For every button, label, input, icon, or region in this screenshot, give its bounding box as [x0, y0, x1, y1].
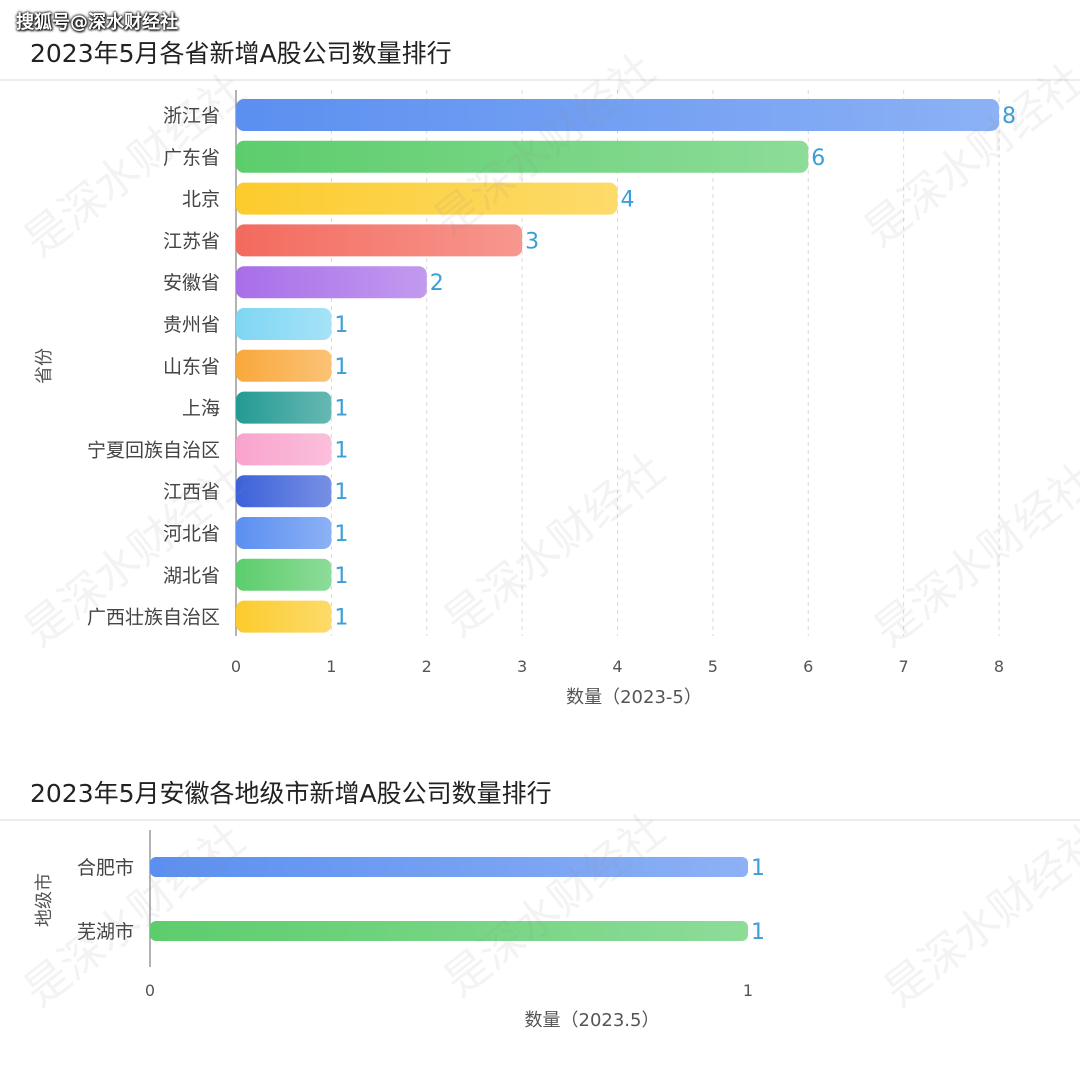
bar — [150, 921, 748, 941]
category-label: 江苏省 — [163, 230, 220, 252]
x-axis-title: 数量（2023.5） — [525, 1010, 660, 1031]
category-label: 广西壮族自治区 — [87, 607, 220, 629]
value-label: 1 — [751, 856, 765, 881]
bar — [236, 600, 332, 633]
category-label: 安徽省 — [163, 272, 220, 294]
value-label: 1 — [334, 397, 348, 422]
category-label: 北京 — [182, 189, 220, 211]
bar — [236, 349, 332, 382]
y-axis-title: 地级市 — [34, 873, 55, 927]
x-tick-label: 2 — [422, 657, 432, 676]
bar — [150, 857, 748, 877]
value-label: 1 — [334, 313, 348, 338]
value-label: 4 — [621, 188, 635, 213]
value-label: 8 — [1002, 104, 1016, 129]
category-label: 上海 — [182, 398, 220, 420]
x-tick-label: 4 — [612, 657, 622, 676]
anhui-city-bar-chart: 合肥市 1 芜湖市 1 0 1 数量（2023.5） 地级市 — [34, 830, 765, 1031]
category-label: 山东省 — [163, 356, 220, 378]
x-tick-label: 0 — [145, 981, 155, 1000]
value-label: 1 — [334, 438, 348, 463]
bar — [236, 433, 332, 466]
category-label: 合肥市 — [77, 857, 134, 879]
bar — [236, 517, 332, 549]
y-axis-title: 省份 — [34, 348, 55, 384]
value-label: 1 — [334, 522, 348, 547]
category-label: 浙江省 — [163, 105, 220, 127]
value-label: 3 — [525, 229, 539, 254]
bar — [236, 308, 332, 340]
bar — [236, 224, 523, 257]
category-label: 贵州省 — [163, 314, 220, 336]
bar — [236, 140, 809, 173]
value-label: 6 — [811, 146, 825, 171]
value-label: 1 — [334, 480, 348, 505]
x-tick-label: 6 — [803, 657, 813, 676]
province-bar-chart: 浙江省 8 广东省 6 北京 4 江苏省 3 安徽省 2 贵州省 1 山东省 1 上海 1 宁夏回族自治区 1 江西… — [34, 90, 1016, 708]
x-tick-label: 5 — [708, 657, 718, 676]
bar — [236, 266, 427, 299]
x-tick-label: 3 — [517, 657, 527, 676]
x-axis-title: 数量（2023-5） — [566, 687, 702, 708]
value-label: 1 — [334, 564, 348, 589]
chart2-title: 2023年5月安徽各地级市新增A股公司数量排行 — [30, 779, 552, 808]
x-tick-label: 1 — [743, 981, 753, 1000]
chart2-title-divider — [0, 819, 1080, 821]
category-label: 广东省 — [163, 147, 220, 169]
chart1-title-divider — [0, 79, 1080, 81]
category-label: 宁夏回族自治区 — [87, 439, 220, 461]
bar — [236, 558, 332, 591]
category-label: 芜湖市 — [77, 921, 134, 943]
category-label: 江西省 — [163, 481, 220, 503]
chart1-title: 2023年5月各省新增A股公司数量排行 — [30, 39, 452, 68]
x-tick-label: 8 — [994, 657, 1004, 676]
x-tick-label: 0 — [231, 657, 241, 676]
value-label: 1 — [751, 920, 765, 945]
category-label: 湖北省 — [163, 565, 220, 587]
value-label: 1 — [334, 606, 348, 631]
x-tick-label: 1 — [326, 657, 336, 676]
category-label: 河北省 — [163, 523, 220, 545]
bar — [236, 475, 332, 508]
value-label: 1 — [334, 355, 348, 380]
source-tag: 搜狐号@深水财经社 — [16, 12, 178, 33]
bar — [236, 99, 999, 131]
bar — [236, 182, 618, 215]
value-label: 2 — [430, 271, 444, 296]
x-tick-label: 7 — [899, 657, 909, 676]
bar — [236, 391, 332, 424]
